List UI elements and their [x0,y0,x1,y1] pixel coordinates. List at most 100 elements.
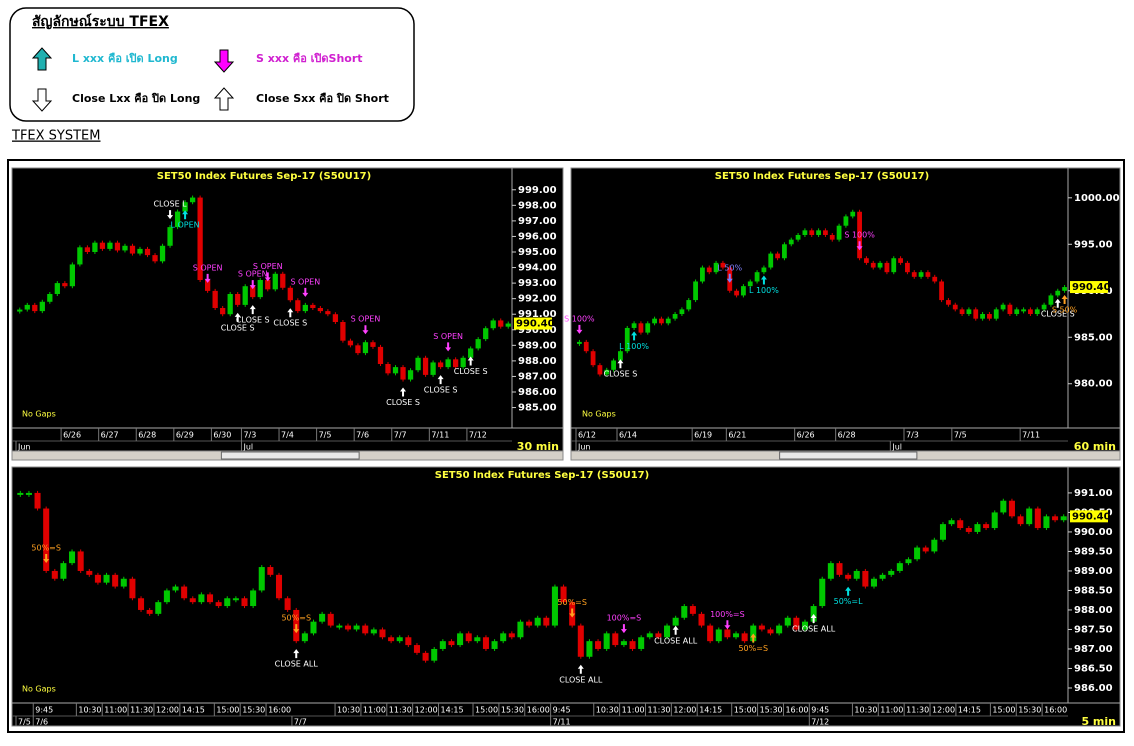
candle [534,617,541,626]
candle [577,625,584,657]
signal-label: 50%=S [31,543,61,552]
y-tick-label: 985.00 [1074,332,1113,343]
candle [850,211,856,217]
signal-label: CLOSE ALL [559,675,603,684]
candle [302,304,308,312]
signal-arrow [302,287,309,297]
candle [898,258,903,263]
candle [966,309,972,315]
candle [114,242,121,251]
candle [242,286,248,305]
x-tick-label: 15:30 [760,706,783,715]
candle [457,633,464,646]
candle [761,267,767,273]
x-tick-label: 14:15 [958,706,981,715]
price-tag [1070,281,1108,294]
candle [819,578,826,607]
candle [198,594,205,603]
candle [325,311,331,315]
candle [370,342,376,347]
candle [905,559,912,564]
candle [870,578,878,587]
signal-label: S OPEN [238,270,268,279]
candle [795,234,801,240]
candle [758,625,765,630]
candle [122,245,128,251]
candle [405,637,412,646]
candle [836,563,843,575]
signal-arrow [724,620,731,630]
x-period-label: 7/5 [18,718,31,727]
candle [693,281,698,301]
signal-arrow [249,280,256,290]
x-tick-label: 16:00 [785,706,808,715]
price-tag [1070,510,1108,523]
candle [197,197,203,280]
y-tick-label: 988.00 [1074,605,1113,616]
candle [215,602,222,607]
candle [1028,309,1033,315]
candle [284,598,291,610]
y-tick-label: 985.00 [518,403,557,414]
section-title: TFEX SYSTEM [11,129,101,144]
candle [560,586,567,603]
y-tick-label: 991.00 [518,309,557,320]
y-tick-label: 987.50 [1074,624,1113,635]
legend-item: Close Lxx คือ ปิด Long [72,92,200,105]
candle [939,281,944,301]
candle [911,272,917,277]
candle [460,357,466,368]
candle [884,262,890,273]
y-tick-label: 999.00 [518,185,557,196]
candle [987,314,992,319]
candle [750,625,757,642]
y-tick-label: 990.00 [518,325,557,336]
candle [189,197,196,203]
x-tick-label: 11:00 [622,706,645,715]
candle [679,309,685,315]
signal-label: CLOSE S [1041,309,1075,318]
candle [823,230,828,235]
signal-label: 50%=L [834,597,863,606]
note: No Gaps [582,410,616,419]
candle [1052,516,1059,521]
candle [310,304,316,308]
y-tick-label: 986.50 [1074,663,1113,674]
x-tick-label: 6/12 [578,431,596,440]
candle [453,359,459,368]
x-tick-label: 14:15 [441,706,464,715]
signal-label: 50%=S [281,614,311,623]
x-tick-label: 12:00 [673,706,696,715]
signal-label: L 100% [619,342,649,351]
signal-label: 50%=S [738,644,768,653]
candle [86,570,93,575]
signal-arrow [726,273,733,283]
candle [24,304,30,310]
x-tick-label: 15:30 [242,706,265,715]
x-tick-label: 7/11 [1022,431,1040,440]
candle [932,276,938,282]
candle [250,286,256,298]
candle [181,586,188,599]
candle [939,524,946,540]
y-tick-label: 996.00 [518,231,557,242]
candle [437,362,444,368]
signal-arrow [467,356,474,366]
x-tick-label: 14:15 [699,706,722,715]
signal-arrow [760,275,767,285]
signal-arrow [204,273,211,283]
x-tick-label: 7/7 [394,431,407,440]
x-tick-label: 11:30 [647,706,670,715]
candle [877,262,883,268]
candle [62,283,68,287]
x-period-label: Jun [577,443,591,452]
candle [482,637,489,649]
candle [747,281,753,287]
y-tick-label: 990.00 [1074,527,1113,538]
signal-label: CLOSE S [386,398,420,407]
x-tick-label: 11:30 [906,706,929,715]
candle [816,230,821,235]
candle [706,267,712,273]
candle [182,202,188,212]
candle [732,633,740,638]
